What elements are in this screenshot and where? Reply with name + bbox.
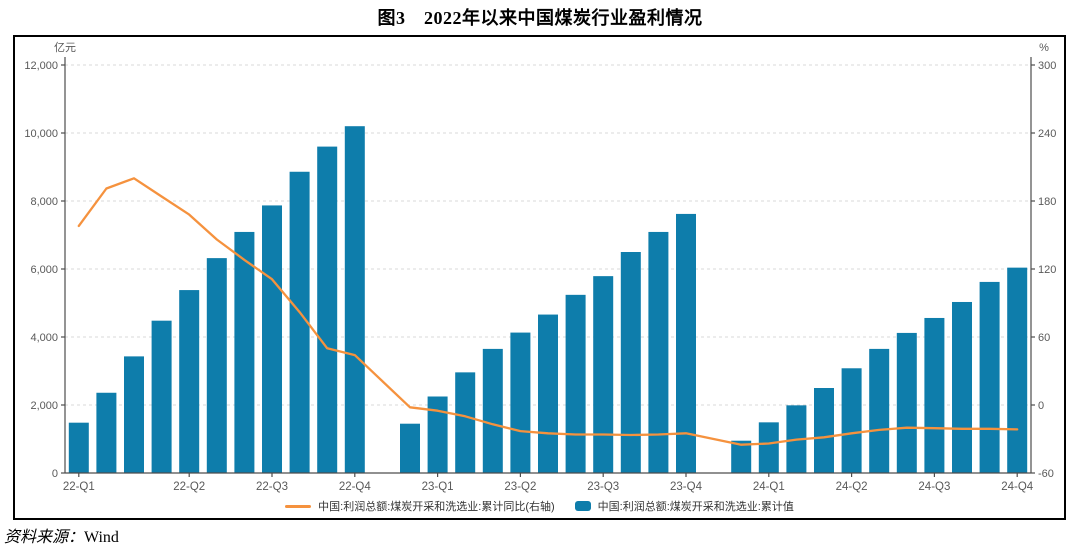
right-tick-label: 60 — [1038, 332, 1050, 344]
bar — [620, 252, 641, 473]
left-tick-label: 0 — [52, 468, 58, 480]
right-tick-label: 180 — [1038, 196, 1056, 208]
legend: 中国:利润总额:煤炭开采和洗选业:累计同比(右轴) 中国:利润总额:煤炭开采和洗… — [15, 498, 1064, 514]
x-tick-label: 22-Q3 — [256, 481, 288, 493]
yoy-line — [77, 177, 1019, 446]
bar — [344, 126, 365, 473]
left-axis-unit: 亿元 — [54, 41, 76, 54]
right-tick-label: 240 — [1038, 128, 1056, 140]
x-tick-label: 22-Q1 — [63, 481, 95, 493]
bar — [593, 276, 614, 473]
right-tick-label: 120 — [1038, 264, 1056, 276]
bar — [482, 348, 503, 473]
x-tick-label: 24-Q1 — [753, 481, 785, 493]
bar — [841, 368, 862, 473]
x-tick-label: 22-Q4 — [339, 481, 372, 493]
bar — [96, 392, 117, 473]
source-note-value: Wind — [84, 529, 119, 546]
bar — [234, 231, 255, 473]
x-tick-label: 24-Q2 — [836, 481, 868, 493]
bar — [648, 231, 669, 473]
left-tick-label: 8,000 — [30, 196, 58, 208]
bar — [262, 205, 282, 474]
x-tick-label: 23-Q2 — [504, 481, 536, 493]
bar — [896, 332, 917, 473]
bar — [400, 423, 420, 473]
bar — [979, 281, 1000, 473]
left-tick-label: 6,000 — [30, 264, 58, 276]
bar — [1007, 267, 1028, 473]
bar — [565, 294, 586, 473]
x-tick-label: 22-Q2 — [173, 481, 205, 493]
right-tick-label: 0 — [1038, 400, 1044, 412]
left-tick-label: 2,000 — [30, 400, 58, 412]
bar — [869, 348, 890, 473]
right-axis-unit: % — [1039, 42, 1049, 54]
bar — [952, 301, 972, 473]
bar — [758, 422, 779, 473]
bar — [179, 290, 200, 473]
line-series-swatch — [285, 504, 312, 508]
bar — [455, 372, 476, 473]
left-tick-label: 4,000 — [30, 332, 58, 344]
bar — [538, 314, 558, 473]
chart-frame: 0 2,000 4,000 6,000 8,000 10,000 12,000 -60 0 60 1… — [13, 35, 1066, 520]
bar — [731, 440, 752, 473]
profit-chart-svg: 0 2,000 4,000 6,000 8,000 10,000 12,000 -60 0 60 1… — [24, 41, 1056, 493]
left-tick-label: 12,000 — [24, 60, 58, 72]
bar — [124, 356, 144, 473]
bar — [317, 146, 338, 473]
x-tick-label: 24-Q4 — [1001, 481, 1034, 493]
bar — [206, 258, 227, 473]
bar — [68, 422, 89, 473]
x-tick-label: 23-Q4 — [670, 481, 703, 493]
line-series-label: 中国:利润总额:煤炭开采和洗选业:累计同比(右轴) — [318, 501, 555, 513]
bar-series-swatch — [574, 501, 591, 511]
bar — [510, 332, 531, 473]
right-tick-label: -60 — [1038, 468, 1054, 480]
figure-title: 图3 2022年以来中国煤炭行业盈利情况 — [377, 8, 703, 28]
left-tick-label: 10,000 — [24, 128, 58, 140]
x-tick-label: 24-Q3 — [918, 481, 950, 493]
source-note-label: 资料来源： — [4, 529, 85, 546]
source-note: 资料来源：Wind — [4, 523, 119, 547]
bar — [427, 396, 448, 473]
bar — [814, 388, 834, 473]
x-tick-label: 23-Q1 — [422, 481, 454, 493]
bar — [151, 320, 172, 473]
x-tick-label: 23-Q3 — [587, 481, 619, 493]
bar — [676, 213, 696, 474]
right-tick-label: 300 — [1038, 60, 1056, 72]
bar — [924, 317, 945, 473]
bar — [289, 171, 310, 473]
bar-series-label: 中国:利润总额:煤炭开采和洗选业:累计值 — [597, 501, 794, 513]
